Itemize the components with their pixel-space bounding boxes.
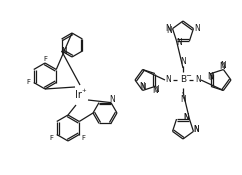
Text: N: N <box>207 72 213 81</box>
Text: N: N <box>194 125 199 134</box>
Text: N: N <box>219 62 225 71</box>
Text: N: N <box>165 75 171 85</box>
Text: N: N <box>141 83 146 92</box>
Text: F: F <box>50 135 54 141</box>
Text: B: B <box>180 75 186 85</box>
Text: N: N <box>220 61 226 70</box>
Text: N: N <box>195 24 200 33</box>
Text: −: − <box>185 73 191 79</box>
Text: F: F <box>27 79 31 86</box>
Text: N: N <box>109 95 115 104</box>
Text: N: N <box>153 85 159 94</box>
Text: N: N <box>208 73 214 82</box>
Text: N: N <box>184 113 189 122</box>
Text: Ir: Ir <box>75 90 82 100</box>
Text: F: F <box>81 135 85 142</box>
Text: N: N <box>194 125 199 134</box>
Text: N: N <box>62 47 68 57</box>
Text: N: N <box>140 82 145 91</box>
Text: +: + <box>82 89 86 93</box>
Text: N: N <box>180 57 186 65</box>
Text: F: F <box>43 56 47 62</box>
Text: N: N <box>180 94 186 103</box>
Text: N: N <box>152 86 158 95</box>
Text: N: N <box>167 26 172 35</box>
Text: N: N <box>184 113 189 122</box>
Text: N: N <box>195 75 201 85</box>
Text: N: N <box>166 24 171 33</box>
Text: N: N <box>177 38 182 47</box>
